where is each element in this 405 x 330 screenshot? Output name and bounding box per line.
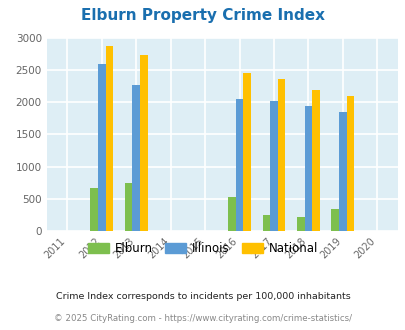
Bar [330, 209, 338, 231]
Bar [235, 99, 243, 231]
Bar [90, 188, 98, 231]
Bar [125, 183, 132, 231]
Bar [140, 55, 147, 231]
Bar [262, 214, 269, 231]
Bar [269, 101, 277, 231]
Text: Crime Index corresponds to incidents per 100,000 inhabitants: Crime Index corresponds to incidents per… [55, 292, 350, 301]
Bar [277, 79, 285, 231]
Bar [338, 112, 346, 231]
Bar [296, 216, 304, 231]
Bar [346, 96, 353, 231]
Text: Elburn Property Crime Index: Elburn Property Crime Index [81, 8, 324, 23]
Bar [304, 106, 311, 231]
Bar [311, 90, 319, 231]
Text: © 2025 CityRating.com - https://www.cityrating.com/crime-statistics/: © 2025 CityRating.com - https://www.city… [54, 314, 351, 323]
Bar [228, 197, 235, 231]
Bar [98, 64, 105, 231]
Bar [105, 46, 113, 231]
Legend: Elburn, Illinois, National: Elburn, Illinois, National [83, 237, 322, 260]
Bar [132, 84, 140, 231]
Bar [243, 73, 250, 231]
